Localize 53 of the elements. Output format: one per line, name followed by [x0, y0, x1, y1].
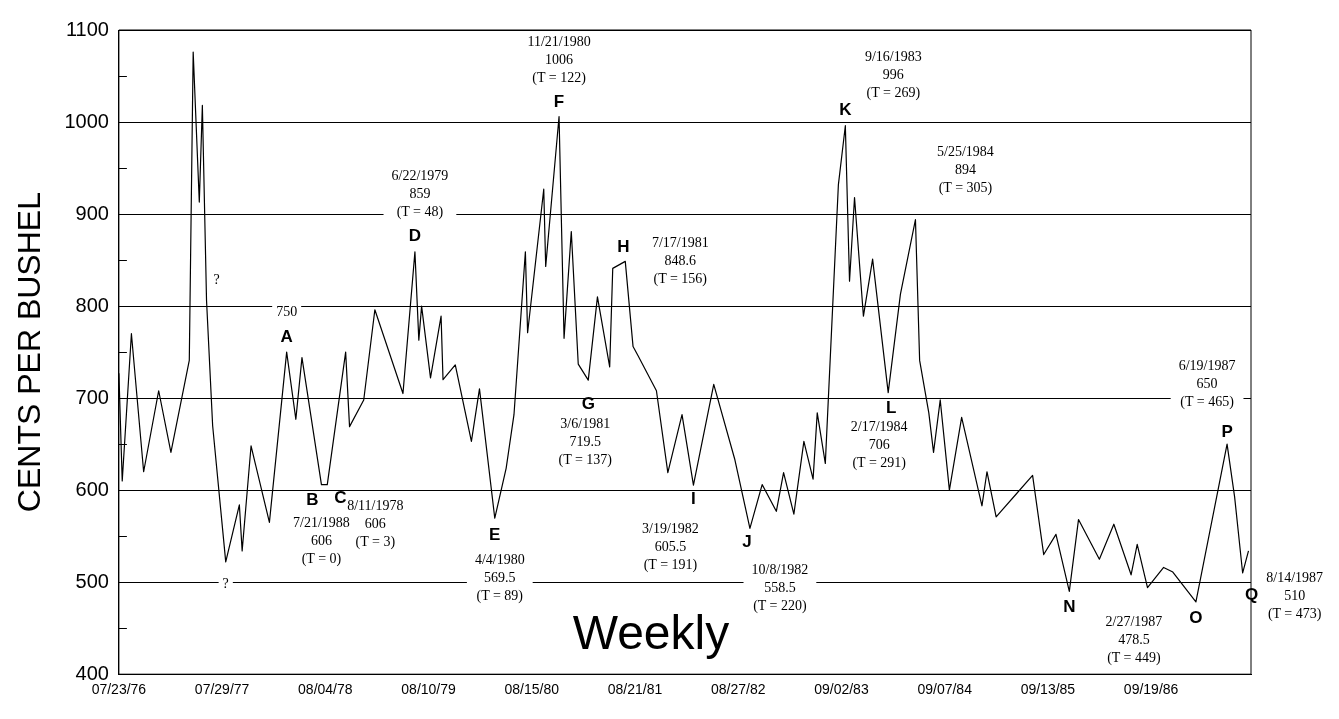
y-tick-label: 800 [75, 293, 109, 316]
annotation: Q [1245, 584, 1259, 604]
x-tick-label: 09/02/83 [814, 681, 869, 698]
annotation: F [553, 92, 565, 112]
annotation: O [1189, 607, 1203, 627]
annotation: 750 [276, 303, 298, 319]
y-tick-label: 1100 [65, 17, 109, 40]
annotation: N [1063, 597, 1076, 617]
annotation: 3/6/1981 719.5 (T = 137) [558, 415, 613, 468]
annotation: H [617, 237, 630, 257]
y-tick-label: 900 [75, 201, 109, 224]
annotation: 8/14/1987 510 (T = 473) [1266, 569, 1324, 622]
annotation: 7/17/1981 848.6 (T = 156) [651, 235, 709, 288]
x-tick-label: 09/07/84 [917, 681, 973, 698]
x-tick-label: 07/29/77 [194, 681, 250, 698]
annotation: 6/19/1987 650 (T = 465) [1178, 357, 1236, 410]
annotation: 11/21/1980 1006 (T = 122) [527, 34, 591, 87]
x-tick-label: 08/10/79 [401, 681, 457, 698]
annotation: 2/17/1984 706 (T = 291) [850, 419, 908, 472]
annotation: D [408, 226, 422, 246]
annotation: 10/8/1982 558.5 (T = 220) [751, 562, 809, 615]
annotation: 5/25/1984 894 (T = 305) [937, 144, 994, 197]
annotation: L [886, 398, 897, 418]
annotation: C [334, 488, 347, 508]
annotation: 7/21/1988 606 (T = 0) [293, 515, 350, 568]
x-tick-label: 08/27/82 [710, 681, 766, 698]
annotation: A [280, 326, 293, 346]
annotation: ? [222, 575, 229, 591]
y-tick-label: 400 [75, 661, 109, 684]
annotation: E [489, 524, 501, 544]
x-tick-label: 08/21/81 [607, 681, 663, 698]
x-tick-label: 09/13/85 [1020, 681, 1076, 698]
x-tick-label: 08/04/78 [298, 681, 353, 698]
x-tick-label: 09/19/86 [1123, 681, 1179, 698]
annotation: 2/27/1987 478.5 (T = 449) [1105, 613, 1163, 666]
annotation: 9/16/1983 996 (T = 269) [864, 49, 922, 102]
y-tick-label: 600 [75, 477, 109, 500]
annotation: Weekly [572, 606, 730, 660]
annotation: K [839, 100, 853, 120]
annotation: P [1221, 421, 1233, 441]
annotation: I [691, 488, 696, 508]
y-tick-label: 500 [75, 569, 109, 592]
x-tick-label: 08/15/80 [504, 681, 560, 698]
annotation: J [742, 532, 752, 552]
y-tick-label: 1000 [64, 109, 109, 132]
annotation: 6/22/1979 859 (T = 48) [391, 168, 449, 221]
y-axis-title: CENTS PER BUSHEL [11, 192, 48, 513]
annotation: 3/19/1982 605.5 (T = 191) [642, 520, 699, 573]
annotation: 4/4/1980 569.5 (T = 89) [474, 551, 525, 604]
x-tick-label: 07/23/76 [91, 681, 147, 698]
annotation: B [306, 490, 319, 510]
annotation: ? [213, 272, 220, 288]
y-tick-label: 700 [75, 385, 109, 408]
